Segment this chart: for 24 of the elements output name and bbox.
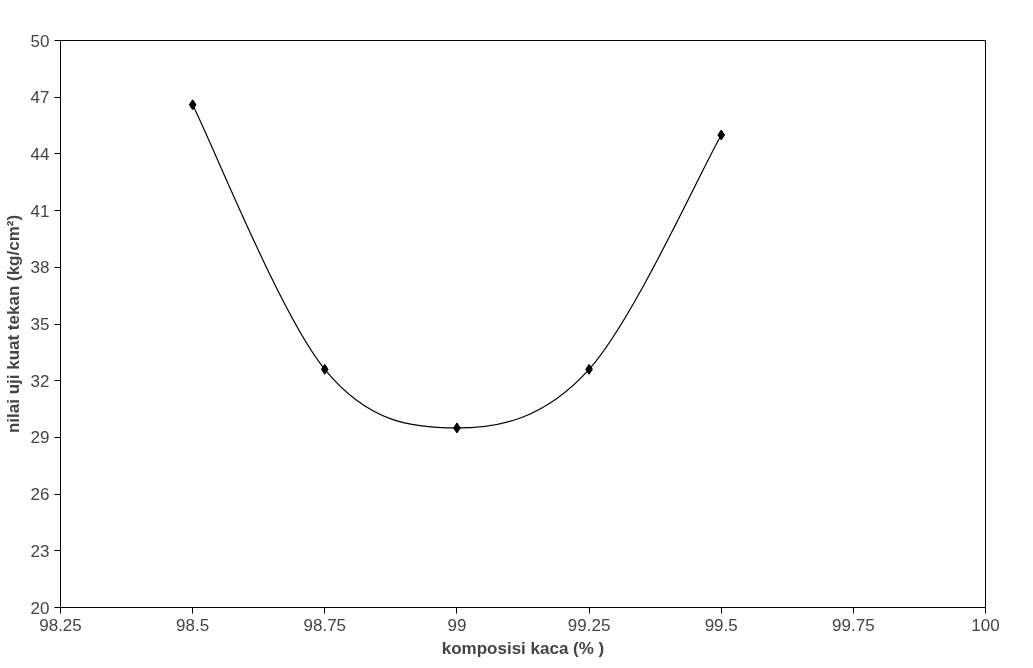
y-tick-label: 47: [30, 88, 50, 108]
y-tick-label: 38: [30, 258, 50, 278]
y-tick-label: 35: [30, 315, 50, 334]
x-tick-label: 99.25: [567, 615, 611, 635]
x-tick-label: 99.75: [832, 615, 875, 635]
x-tick-label: 98.5: [176, 615, 210, 635]
y-tick-label: 20: [30, 598, 50, 618]
y-tick-label: 32: [30, 371, 50, 391]
y-tick-label: 23: [30, 541, 50, 561]
point: [188, 99, 197, 111]
x-tick-label: 99: [447, 615, 467, 635]
y-tick-label: 41: [30, 201, 50, 221]
y-tick-label: 29: [30, 428, 50, 448]
y-axis-title: nilai uji kuat tekan (kg/cm²): [3, 214, 23, 434]
point: [320, 363, 329, 375]
x-tick-label: 99.5: [704, 615, 738, 635]
x-tick-label: 98.75: [303, 615, 347, 635]
y-tick-label: 44: [30, 144, 50, 164]
x-axis-title: komposisi kaca (% ): [441, 638, 605, 658]
x-tick-label: 100: [971, 615, 1000, 635]
y-tick-label: 50: [30, 31, 50, 51]
x-tick-label: 98.25: [39, 615, 82, 635]
point: [717, 129, 726, 141]
y-tick-label: 26: [30, 485, 50, 505]
